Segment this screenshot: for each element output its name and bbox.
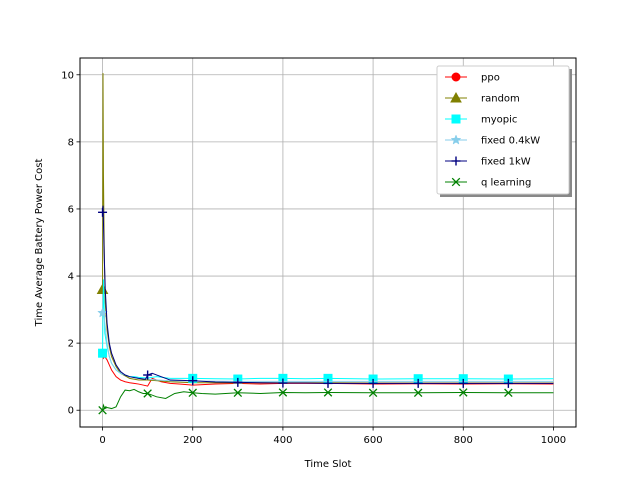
- legend-label: fixed 1kW: [481, 157, 531, 168]
- y-axis-label: Time Average Battery Power Cost: [34, 159, 45, 328]
- data-point-fixed-1kw: [188, 376, 198, 386]
- legend-marker: [450, 134, 462, 145]
- legend-entry-fixed-1kw: fixed 1kW: [445, 156, 531, 168]
- series-line-q-learning: [102, 388, 554, 411]
- x-tick-label: 400: [273, 435, 292, 446]
- data-point-fixed-1kw: [368, 378, 378, 388]
- y-tick-label: 10: [61, 70, 74, 81]
- data-point-myopic: [98, 348, 108, 358]
- series-q-learning: [98, 388, 554, 415]
- series-line-myopic: [102, 279, 554, 380]
- legend-marker: [451, 177, 461, 187]
- data-point-q-learning: [459, 388, 468, 397]
- data-point-q-learning: [143, 389, 152, 398]
- legend-box: [436, 65, 570, 195]
- data-point-fixed-1kw: [233, 377, 243, 387]
- data-point-random: [96, 283, 109, 294]
- data-point-fixed-1kw: [413, 378, 423, 388]
- series-fixed-0-4kw: [97, 307, 554, 382]
- legend-marker: [451, 156, 461, 166]
- legend-marker: [450, 91, 462, 103]
- legend-label: myopic: [481, 115, 517, 126]
- legend-entry-ppo: ppo: [445, 72, 500, 84]
- data-point-q-learning: [504, 388, 513, 398]
- data-point-q-learning: [413, 388, 423, 398]
- series-myopic: [98, 279, 554, 384]
- data-point-q-learning: [233, 388, 243, 398]
- x-tick-label: 1000: [541, 435, 566, 446]
- legend-marker: [451, 114, 461, 124]
- plot-frame: [79, 57, 577, 428]
- series-line-fixed-1kw: [102, 205, 554, 384]
- legend: ppo random myopic fixed 0.4kW fixed 1kW q lea…: [436, 65, 572, 197]
- x-tick-label: 0: [99, 435, 105, 446]
- x-axis-label: Time Slot: [304, 459, 352, 470]
- y-tick-label: 8: [68, 137, 74, 148]
- data-point-q-learning: [368, 388, 378, 398]
- legend-label: random: [481, 94, 520, 105]
- legend-entry-q-learning: q learning: [445, 178, 531, 189]
- data-point-fixed-1kw: [323, 378, 333, 388]
- data-point-fixed-1kw: [278, 378, 288, 388]
- y-tick-label: 0: [68, 406, 74, 417]
- data-point-q-learning: [188, 388, 197, 398]
- data-point-fixed-1kw: [143, 370, 153, 380]
- legend-entry-myopic: myopic: [445, 114, 517, 126]
- data-point-fixed-1kw: [503, 378, 513, 388]
- data-point-q-learning: [98, 405, 107, 415]
- series-layer: [96, 73, 554, 415]
- y-tick-label: 2: [68, 339, 74, 350]
- series-fixed-1kw: [98, 205, 554, 388]
- legend-label: fixed 0.4kW: [481, 136, 540, 147]
- legend-entry-random: random: [445, 91, 520, 105]
- x-tick-label: 200: [183, 435, 202, 446]
- data-point-q-learning: [323, 388, 333, 397]
- legend-entry-fixed-0-4kw: fixed 0.4kW: [445, 134, 540, 147]
- x-tick-label: 600: [364, 435, 383, 446]
- data-point-fixed-1kw: [98, 207, 108, 217]
- data-point-fixed-1kw: [458, 378, 468, 388]
- data-point-q-learning: [278, 388, 288, 397]
- legend-label: q learning: [481, 178, 531, 189]
- legend-label: ppo: [481, 73, 500, 84]
- series-line-fixed-0-4kw: [102, 309, 554, 382]
- x-tick-label: 800: [454, 435, 473, 446]
- y-tick-label: 4: [68, 272, 74, 283]
- legend-marker: [451, 72, 461, 82]
- y-tick-label: 6: [68, 204, 74, 215]
- ticks: 0 200 400 600 800 1000 0 2 4 6 8 10: [61, 70, 566, 446]
